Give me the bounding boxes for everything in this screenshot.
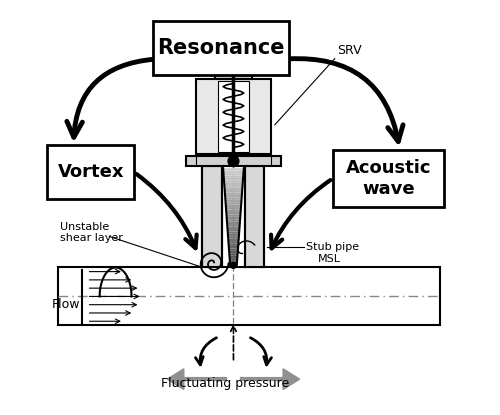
Polygon shape <box>224 188 242 190</box>
Bar <box>218 81 249 151</box>
Polygon shape <box>225 193 242 195</box>
Text: MSL: MSL <box>318 254 341 264</box>
Polygon shape <box>224 178 243 181</box>
Polygon shape <box>283 369 300 390</box>
Polygon shape <box>228 236 239 239</box>
Polygon shape <box>227 219 240 222</box>
Polygon shape <box>224 190 242 193</box>
Text: Stub pipe: Stub pipe <box>306 242 359 252</box>
Text: Acoustic
wave: Acoustic wave <box>346 159 432 198</box>
Polygon shape <box>228 227 239 229</box>
Polygon shape <box>224 185 242 188</box>
Polygon shape <box>228 241 238 244</box>
Polygon shape <box>225 198 242 200</box>
Polygon shape <box>229 251 238 253</box>
Polygon shape <box>230 258 237 261</box>
Bar <box>215 70 252 79</box>
Bar <box>153 22 290 75</box>
Polygon shape <box>224 183 242 185</box>
Bar <box>196 79 270 154</box>
Text: Fluctuating pressure: Fluctuating pressure <box>161 377 290 390</box>
Polygon shape <box>228 244 238 246</box>
Circle shape <box>228 156 239 166</box>
Polygon shape <box>168 369 184 390</box>
Bar <box>186 156 281 166</box>
Polygon shape <box>228 232 239 234</box>
Polygon shape <box>230 261 237 263</box>
Polygon shape <box>224 173 244 176</box>
Bar <box>48 146 134 199</box>
Polygon shape <box>226 207 241 210</box>
Polygon shape <box>227 222 240 224</box>
Polygon shape <box>228 234 239 236</box>
Bar <box>202 166 222 268</box>
Text: Unstable
shear layer: Unstable shear layer <box>60 222 122 243</box>
Circle shape <box>230 263 236 269</box>
Polygon shape <box>228 229 239 232</box>
Bar <box>332 149 444 208</box>
Polygon shape <box>226 210 241 212</box>
Text: SRV: SRV <box>337 44 361 57</box>
Polygon shape <box>224 181 243 183</box>
Polygon shape <box>226 217 240 219</box>
Text: Resonance: Resonance <box>158 38 285 58</box>
Polygon shape <box>226 215 240 217</box>
Polygon shape <box>229 249 238 251</box>
Polygon shape <box>224 171 244 173</box>
Bar <box>245 166 264 268</box>
Polygon shape <box>228 239 238 241</box>
Polygon shape <box>226 202 242 205</box>
Polygon shape <box>224 176 244 178</box>
Text: Vortex: Vortex <box>58 164 124 181</box>
Polygon shape <box>230 256 237 258</box>
Polygon shape <box>228 246 238 249</box>
Polygon shape <box>230 253 237 256</box>
Polygon shape <box>226 212 240 215</box>
Polygon shape <box>230 263 237 266</box>
Polygon shape <box>223 168 244 171</box>
Polygon shape <box>225 195 242 198</box>
Polygon shape <box>226 205 241 207</box>
Bar <box>226 65 241 70</box>
Bar <box>58 268 440 325</box>
Polygon shape <box>227 224 240 227</box>
Polygon shape <box>226 200 242 202</box>
Text: Flow: Flow <box>52 298 80 311</box>
